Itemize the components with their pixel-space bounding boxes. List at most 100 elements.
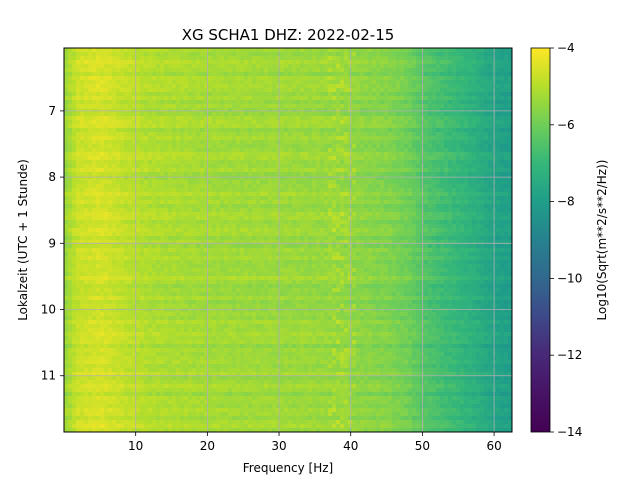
heatmap-cell: [208, 104, 213, 109]
heatmap-cell: [388, 208, 393, 213]
heatmap-cell: [232, 132, 237, 137]
heatmap-cell: [176, 124, 181, 129]
heatmap-cell: [468, 180, 473, 185]
heatmap-cell: [180, 224, 185, 229]
heatmap-cell: [104, 100, 109, 105]
heatmap-cell: [356, 172, 361, 177]
heatmap-cell: [160, 172, 165, 177]
heatmap-cell: [404, 92, 409, 97]
heatmap-cell: [80, 204, 85, 209]
heatmap-cell: [144, 48, 149, 53]
heatmap-cell: [192, 116, 197, 121]
heatmap-cell: [76, 220, 81, 225]
heatmap-cell: [180, 144, 185, 149]
heatmap-cell: [360, 176, 365, 181]
heatmap-cell: [280, 144, 285, 149]
heatmap-cell: [368, 160, 373, 165]
heatmap-cell: [192, 148, 197, 153]
heatmap-cell: [352, 160, 357, 165]
heatmap-cell: [252, 176, 257, 181]
heatmap-cell: [256, 192, 261, 197]
heatmap-cell: [508, 108, 513, 113]
heatmap-cell: [308, 172, 313, 177]
heatmap-cell: [444, 208, 449, 213]
heatmap-cell: [148, 48, 153, 53]
heatmap-cell: [72, 180, 77, 185]
heatmap-cell: [456, 116, 461, 121]
heatmap-cell: [496, 136, 501, 141]
heatmap-cell: [76, 164, 81, 169]
heatmap-cell: [268, 176, 273, 181]
heatmap-cell: [148, 136, 153, 141]
heatmap-cell: [112, 72, 117, 77]
heatmap-cell: [100, 84, 105, 89]
heatmap-cell: [444, 196, 449, 201]
heatmap-cell: [256, 80, 261, 85]
heatmap-cell: [376, 148, 381, 153]
heatmap-cell: [484, 84, 489, 89]
heatmap-cell: [216, 60, 221, 65]
heatmap-cell: [84, 92, 89, 97]
heatmap-cell: [264, 88, 269, 93]
heatmap-cell: [112, 84, 117, 89]
heatmap-cell: [464, 52, 469, 57]
heatmap-cell: [428, 152, 433, 157]
heatmap-cell: [396, 208, 401, 213]
heatmap-cell: [244, 48, 249, 53]
heatmap-cell: [136, 88, 141, 93]
heatmap-cell: [140, 176, 145, 181]
heatmap-cell: [276, 64, 281, 69]
heatmap-cell: [236, 52, 241, 57]
heatmap-cell: [172, 148, 177, 153]
heatmap-cell: [396, 120, 401, 125]
heatmap-cell: [428, 68, 433, 73]
heatmap-cell: [372, 184, 377, 189]
heatmap-cell: [292, 72, 297, 77]
heatmap-cell: [324, 116, 329, 121]
heatmap-cell: [192, 220, 197, 225]
heatmap-cell: [144, 224, 149, 229]
heatmap-cell: [408, 104, 413, 109]
heatmap-cell: [180, 152, 185, 157]
heatmap-cell: [412, 152, 417, 157]
heatmap-cell: [352, 124, 357, 129]
heatmap-cell: [276, 136, 281, 141]
heatmap-cell: [232, 148, 237, 153]
heatmap-cell: [88, 216, 93, 221]
heatmap-cell: [160, 128, 165, 133]
heatmap-cell: [424, 72, 429, 77]
heatmap-cell: [156, 128, 161, 133]
heatmap-cell: [464, 68, 469, 73]
heatmap-cell: [396, 136, 401, 141]
heatmap-cell: [208, 188, 213, 193]
heatmap-cell: [284, 176, 289, 181]
heatmap-cell: [432, 104, 437, 109]
heatmap-cell: [204, 72, 209, 77]
heatmap-cell: [204, 124, 209, 129]
heatmap-cell: [128, 60, 133, 65]
heatmap-cell: [188, 80, 193, 85]
heatmap-cell: [240, 140, 245, 145]
heatmap-cell: [64, 88, 69, 93]
heatmap-cell: [480, 168, 485, 173]
heatmap-cell: [128, 120, 133, 125]
heatmap-cell: [328, 204, 333, 209]
heatmap-cell: [356, 96, 361, 101]
heatmap-cell: [380, 120, 385, 125]
heatmap-cell: [392, 132, 397, 137]
heatmap-cell: [200, 64, 205, 69]
heatmap-cell: [100, 212, 105, 217]
heatmap-cell: [352, 100, 357, 105]
heatmap-cell: [104, 208, 109, 213]
heatmap-cell: [316, 132, 321, 137]
heatmap-cell: [164, 136, 169, 141]
heatmap-cell: [160, 92, 165, 97]
heatmap-cell: [72, 104, 77, 109]
heatmap-cell: [264, 132, 269, 137]
heatmap-cell: [268, 216, 273, 221]
heatmap-cell: [224, 56, 229, 61]
heatmap-cell: [312, 88, 317, 93]
heatmap-cell: [160, 132, 165, 137]
heatmap-cell: [408, 212, 413, 217]
heatmap-cell: [164, 60, 169, 65]
